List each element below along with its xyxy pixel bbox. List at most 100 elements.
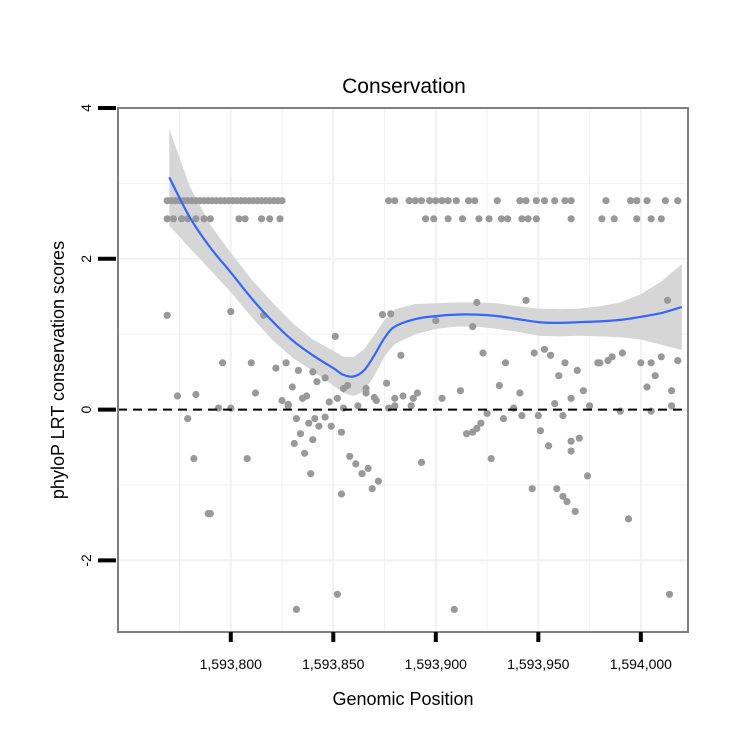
data-point xyxy=(313,378,321,386)
data-point xyxy=(227,404,235,412)
data-point xyxy=(241,215,249,223)
data-point xyxy=(618,349,627,357)
data-point xyxy=(551,400,559,408)
data-point xyxy=(532,197,540,205)
x-axis: 1,593,800 1,593,850 1,593,900 1,593,950 1,59… xyxy=(200,632,672,672)
data-point xyxy=(598,215,606,223)
data-point xyxy=(292,415,300,423)
confidence-band xyxy=(169,129,682,396)
data-point xyxy=(169,215,177,223)
data-point xyxy=(450,605,458,614)
data-point xyxy=(444,215,452,223)
data-point xyxy=(327,422,335,430)
data-point xyxy=(475,215,483,223)
data-point xyxy=(643,383,651,391)
data-point xyxy=(608,353,616,361)
data-point xyxy=(307,470,315,478)
data-point xyxy=(311,415,319,423)
data-point xyxy=(192,215,200,223)
data-point xyxy=(290,439,298,448)
data-point xyxy=(575,434,583,442)
data-point xyxy=(524,215,532,223)
y-tick-label: 2 xyxy=(78,255,94,263)
data-point xyxy=(184,415,192,423)
data-point xyxy=(485,215,493,223)
data-point xyxy=(456,387,464,395)
data-point xyxy=(637,359,645,367)
data-point xyxy=(372,396,380,405)
data-point xyxy=(643,197,651,205)
data-point xyxy=(624,515,633,523)
data-point xyxy=(571,507,579,515)
data-point xyxy=(426,197,434,205)
data-point xyxy=(530,349,538,357)
smooth-line xyxy=(168,176,683,378)
data-point xyxy=(339,404,348,412)
data-point xyxy=(305,419,313,427)
data-point xyxy=(602,197,610,205)
data-point xyxy=(674,357,682,365)
data-point xyxy=(633,215,641,223)
data-point xyxy=(458,215,467,223)
data-point xyxy=(657,353,665,361)
data-point xyxy=(563,498,571,506)
data-point xyxy=(301,449,309,457)
data-point xyxy=(553,485,561,493)
smooth-curve xyxy=(168,176,683,378)
data-point xyxy=(333,590,341,598)
data-point xyxy=(315,422,323,430)
data-point xyxy=(391,394,399,402)
data-point xyxy=(383,379,391,387)
data-point xyxy=(206,215,214,223)
data-point xyxy=(651,372,659,380)
data-point xyxy=(407,402,415,410)
data-point xyxy=(354,402,362,410)
data-point xyxy=(596,359,604,367)
data-point xyxy=(257,215,266,223)
data-point xyxy=(493,197,501,205)
data-point xyxy=(321,413,329,421)
data-point xyxy=(214,404,223,412)
data-point xyxy=(204,509,212,518)
data-point xyxy=(405,197,413,205)
grid-lines xyxy=(118,107,688,632)
data-point xyxy=(559,412,567,420)
data-point xyxy=(278,197,286,205)
x-tick-label: 1,593,900 xyxy=(405,656,467,672)
data-point xyxy=(540,197,549,205)
data-point xyxy=(586,402,594,410)
data-point xyxy=(337,490,346,498)
data-point xyxy=(337,428,346,436)
data-point xyxy=(610,215,618,223)
data-point xyxy=(163,311,171,319)
data-point xyxy=(413,389,421,397)
data-point xyxy=(545,442,553,450)
y-tick-label: -2 xyxy=(78,554,94,567)
data-point xyxy=(251,389,259,397)
data-point xyxy=(243,455,251,463)
data-point xyxy=(559,492,567,500)
data-point xyxy=(163,215,171,223)
data-point xyxy=(292,605,300,614)
data-point xyxy=(579,387,588,395)
data-point xyxy=(358,470,366,478)
data-point xyxy=(284,402,292,410)
data-point xyxy=(325,398,333,406)
data-point xyxy=(510,404,518,412)
data-point xyxy=(438,197,446,205)
x-axis-label: Genomic Position xyxy=(332,689,473,709)
data-point xyxy=(411,197,419,205)
data-point xyxy=(417,197,426,205)
data-point xyxy=(331,332,339,340)
data-point xyxy=(499,415,508,423)
data-point xyxy=(465,197,473,205)
data-point xyxy=(463,430,471,438)
data-point xyxy=(495,381,503,390)
data-point xyxy=(378,311,387,319)
data-point xyxy=(674,197,682,205)
data-point xyxy=(528,485,536,493)
x-tick-label: 1,593,950 xyxy=(507,656,569,672)
data-point xyxy=(438,394,446,402)
data-point xyxy=(227,308,235,316)
